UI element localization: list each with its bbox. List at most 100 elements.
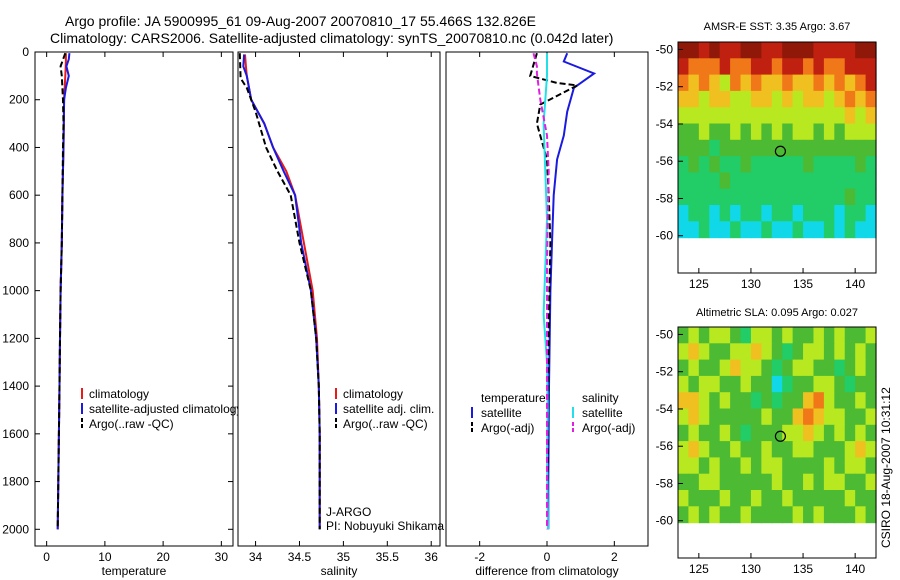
heatmap-cell [803, 90, 815, 108]
heatmap-cell [771, 58, 783, 76]
heatmap-cell [834, 205, 846, 222]
heatmap-cell [855, 359, 867, 377]
heatmap-cell [844, 392, 856, 410]
heatmap-cell [678, 327, 690, 344]
heatmap-cell [844, 188, 856, 206]
heatmap-cell [688, 343, 700, 361]
heatmap-cell [782, 424, 794, 442]
heatmap-cell [730, 58, 742, 76]
heatmap-cell [771, 473, 783, 491]
heatmap-cell [844, 375, 856, 393]
heatmap-cell [750, 139, 762, 157]
heatmap-cell [844, 156, 856, 173]
x-tick-label: 140 [845, 277, 865, 291]
heatmap-cell [803, 172, 815, 190]
heatmap-cell [834, 506, 846, 524]
heatmap-cell [803, 359, 815, 377]
heatmap-cell [740, 205, 752, 222]
heatmap-cell [782, 90, 794, 108]
argo-location-marker [774, 430, 786, 442]
heatmap-cell [855, 139, 867, 157]
heatmap-cell [709, 506, 721, 524]
x-tick-label: 135 [793, 562, 813, 576]
heatmap-cell [719, 327, 731, 344]
heatmap-cell [782, 408, 794, 426]
y-tick-label: -52 [656, 80, 674, 94]
heatmap-cell [740, 58, 752, 76]
heatmap-cell [782, 392, 794, 410]
heatmap-cell [740, 107, 752, 125]
heatmap-cell [750, 327, 762, 344]
heatmap-cell [844, 408, 856, 426]
heatmap-cell [678, 375, 690, 393]
heatmap-cell [844, 327, 856, 344]
heatmap-cell [678, 205, 690, 222]
heatmap-cell [771, 343, 783, 361]
heatmap-cell [823, 58, 835, 76]
y-tick-label: -58 [656, 191, 674, 205]
heatmap-cell [792, 441, 804, 458]
heatmap-cell [834, 343, 846, 361]
heatmap-cell [823, 343, 835, 361]
heatmap-cell [803, 188, 815, 206]
heatmap-cell [678, 74, 690, 92]
heatmap-cell [688, 392, 700, 410]
heatmap-cell [792, 123, 804, 141]
heatmap-cell [844, 490, 856, 507]
heatmap-cell [688, 359, 700, 377]
heatmap-cell [813, 107, 825, 125]
heatmap-cell [823, 42, 835, 59]
y-tick-label: -56 [656, 154, 674, 168]
legend-label: satellite [582, 406, 623, 420]
heatmap-cell [750, 221, 762, 239]
y-tick-label: 1800 [2, 475, 29, 489]
heatmap-cell [719, 205, 731, 222]
heatmap-cell [782, 327, 794, 344]
heatmap-cell [730, 107, 742, 125]
heatmap-cell [823, 490, 835, 507]
heatmap-cell [740, 139, 752, 157]
heatmap-cell [740, 123, 752, 141]
heatmap-cell [730, 172, 742, 190]
heatmap-cell [750, 392, 762, 410]
heatmap-cell [761, 90, 773, 108]
heatmap-cell [761, 156, 773, 173]
heatmap-cell [865, 408, 877, 426]
heatmap-cell [761, 457, 773, 475]
heatmap-cell [865, 327, 877, 344]
heatmap-cell [678, 343, 690, 361]
heatmap-cell [865, 188, 877, 206]
heatmap-cell [709, 221, 721, 239]
x-tick-label: 130 [741, 277, 761, 291]
heatmap-cell [678, 408, 690, 426]
legend-label: satellite [481, 406, 522, 420]
x-tick-label: 0 [43, 550, 50, 564]
heatmap-cell [709, 359, 721, 377]
heatmap-cell [698, 441, 710, 458]
heatmap-cell [678, 90, 690, 108]
heatmap-cell [792, 506, 804, 524]
y-tick-label: 1000 [2, 284, 29, 298]
heatmap-cell [823, 327, 835, 344]
heatmap-cell [823, 90, 835, 108]
x-axis-label: salinity [321, 564, 358, 578]
heatmap-cell [855, 506, 867, 524]
heatmap-cell [792, 343, 804, 361]
heatmap-cell [834, 58, 846, 76]
heatmap-cell [730, 359, 742, 377]
heatmap-cell [834, 172, 846, 190]
heatmap-cell [740, 408, 752, 426]
heatmap-cell [698, 392, 710, 410]
heatmap-cell [740, 490, 752, 507]
legend-label: Argo(-adj) [582, 421, 635, 435]
heatmap-cell [740, 506, 752, 524]
x-tick-label: 130 [741, 562, 761, 576]
heatmap-cell [771, 490, 783, 507]
heatmap-cell [678, 58, 690, 76]
heatmap-cell [719, 490, 731, 507]
heatmap-cell [792, 408, 804, 426]
heatmap-cell [813, 327, 825, 344]
heatmap-cell [823, 408, 835, 426]
heatmap-cell [823, 506, 835, 524]
x-tick-label: 35.5 [376, 550, 400, 564]
